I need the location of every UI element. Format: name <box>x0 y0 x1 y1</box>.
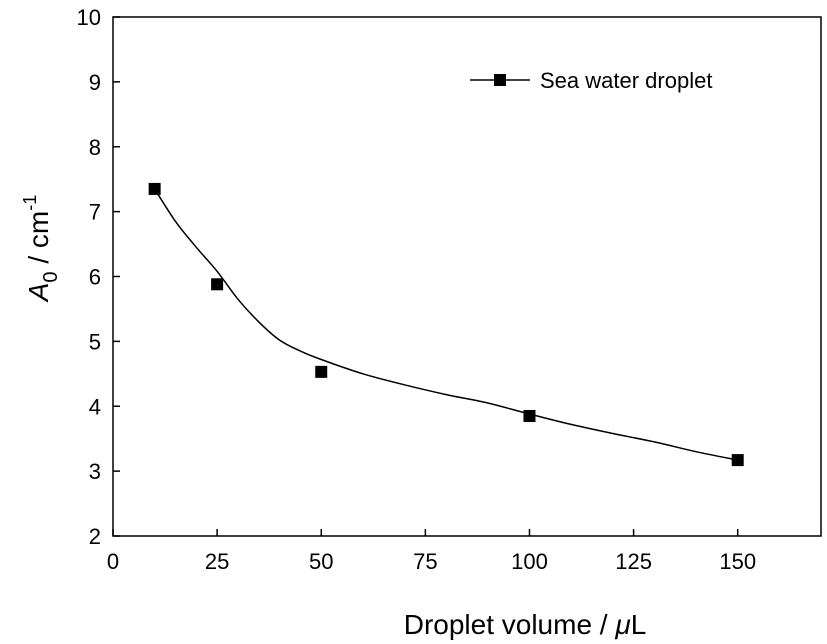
data-point <box>731 454 744 467</box>
data-point <box>315 365 328 378</box>
data-point <box>148 182 161 195</box>
data-point <box>211 278 224 291</box>
x-axis-title: Droplet volume / μL <box>404 609 647 640</box>
data-points <box>148 182 744 467</box>
x-axis-ticks: 0 25 50 75 100 125 150 <box>107 529 756 574</box>
y-tick-label: 8 <box>89 135 101 160</box>
y-tick-label: 5 <box>89 329 101 354</box>
y-tick-label: 6 <box>89 265 101 290</box>
x-tick-label: 75 <box>413 549 437 574</box>
x-tick-label: 25 <box>205 549 229 574</box>
y-tick-label: 7 <box>89 200 101 225</box>
y-tick-label: 4 <box>89 394 101 419</box>
y-axis-ticks: 2 3 4 5 6 7 8 9 10 <box>77 5 120 549</box>
y-axis-title: A0 / cm-1 <box>20 195 62 304</box>
x-tick-label: 0 <box>107 549 119 574</box>
data-point <box>523 409 536 422</box>
plot-frame <box>112 16 822 537</box>
x-tick-label: 100 <box>511 549 548 574</box>
fit-curve <box>153 188 738 461</box>
y-tick-label: 3 <box>89 459 101 484</box>
legend-label: Sea water droplet <box>540 68 712 93</box>
x-tick-label: 125 <box>615 549 652 574</box>
legend-marker <box>494 74 506 86</box>
legend: Sea water droplet <box>470 68 712 93</box>
y-tick-label: 9 <box>89 70 101 95</box>
y-tick-label: 2 <box>89 524 101 549</box>
x-tick-label: 50 <box>309 549 333 574</box>
x-tick-label: 150 <box>719 549 756 574</box>
y-tick-label: 10 <box>77 5 101 30</box>
